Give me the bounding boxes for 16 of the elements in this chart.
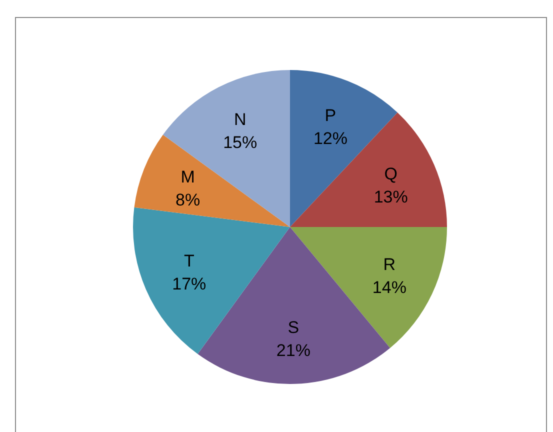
pie-slice — [134, 134, 290, 227]
data-label: 12% — [313, 128, 348, 148]
slice-label: S — [288, 318, 300, 337]
slice-label: R — [383, 254, 396, 274]
slice-label: M — [180, 168, 195, 187]
data-label: 14% — [372, 278, 406, 297]
data-label: 15% — [223, 133, 258, 152]
slice-label: T — [184, 252, 194, 271]
pie-slice — [162, 70, 290, 227]
slice-label: Q — [384, 164, 398, 184]
data-label: 13% — [374, 187, 408, 206]
data-label: 21% — [276, 340, 310, 360]
slice-label: N — [234, 110, 246, 130]
slice-label: P — [324, 106, 336, 125]
data-label: 17% — [172, 274, 206, 294]
data-label: 8% — [176, 190, 200, 210]
